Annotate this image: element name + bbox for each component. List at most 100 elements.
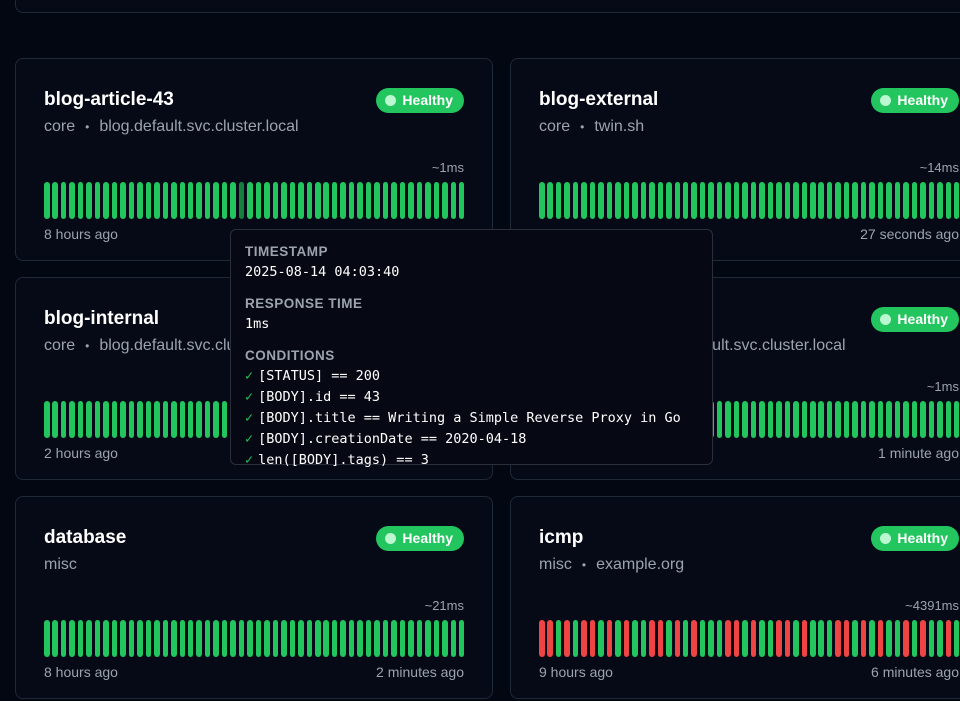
status-bar[interactable] (77, 401, 84, 438)
status-bar[interactable] (886, 401, 892, 438)
status-bar[interactable] (204, 182, 211, 219)
status-bar[interactable] (145, 401, 152, 438)
status-bar[interactable] (120, 182, 126, 219)
status-bar[interactable] (145, 182, 152, 219)
status-bar[interactable] (365, 182, 372, 219)
status-bar[interactable] (179, 401, 185, 438)
status-bar[interactable] (281, 182, 287, 219)
status-bar[interactable] (255, 182, 262, 219)
status-bar[interactable] (374, 182, 380, 219)
endpoint-card[interactable]: blog-external core • twin.sh Healthy ~14ms 27 … (510, 58, 960, 261)
status-bar[interactable] (171, 182, 177, 219)
status-bar[interactable] (640, 620, 647, 657)
status-bar[interactable] (298, 620, 304, 657)
status-bar[interactable] (826, 182, 833, 219)
status-bar[interactable] (716, 401, 723, 438)
status-bar[interactable] (810, 182, 816, 219)
status-bar[interactable] (776, 182, 782, 219)
status-bar[interactable] (928, 620, 935, 657)
status-bar[interactable] (137, 620, 143, 657)
status-bar[interactable] (801, 620, 808, 657)
status-bar[interactable] (94, 620, 101, 657)
status-bar[interactable] (52, 401, 58, 438)
status-bar[interactable] (187, 182, 194, 219)
status-bar[interactable] (120, 620, 126, 657)
status-bar[interactable] (953, 401, 960, 438)
status-bar[interactable] (784, 401, 791, 438)
status-bar[interactable] (128, 182, 135, 219)
status-bar[interactable] (750, 401, 757, 438)
status-bar[interactable] (877, 620, 884, 657)
status-bar[interactable] (733, 620, 740, 657)
status-bar[interactable] (171, 620, 177, 657)
status-bar[interactable] (725, 182, 731, 219)
status-bar[interactable] (674, 620, 680, 657)
status-bar[interactable] (120, 401, 126, 438)
status-bar[interactable] (391, 620, 397, 657)
status-bar[interactable] (374, 620, 380, 657)
status-bar[interactable] (128, 401, 135, 438)
status-bar[interactable] (315, 620, 321, 657)
status-bar[interactable] (750, 620, 757, 657)
status-bar[interactable] (776, 620, 782, 657)
status-bar[interactable] (547, 620, 553, 657)
status-bar[interactable] (86, 620, 92, 657)
status-bar[interactable] (539, 182, 545, 219)
status-bar[interactable] (733, 401, 740, 438)
status-bar[interactable] (77, 182, 84, 219)
status-bar[interactable] (145, 620, 152, 657)
status-bar[interactable] (632, 182, 638, 219)
status-bar[interactable] (826, 620, 833, 657)
status-bar[interactable] (111, 401, 118, 438)
status-bar[interactable] (852, 401, 858, 438)
status-bar[interactable] (408, 620, 414, 657)
status-bar[interactable] (187, 401, 194, 438)
status-bar[interactable] (572, 620, 579, 657)
status-bar[interactable] (238, 182, 245, 219)
status-bar[interactable] (869, 182, 875, 219)
status-bar[interactable] (937, 182, 943, 219)
status-bar[interactable] (835, 620, 841, 657)
status-bar[interactable] (581, 182, 587, 219)
status-bar[interactable] (103, 182, 109, 219)
status-bar[interactable] (826, 401, 833, 438)
status-bar[interactable] (801, 401, 808, 438)
status-bar[interactable] (903, 182, 909, 219)
status-bar[interactable] (555, 620, 562, 657)
status-bar[interactable] (442, 182, 448, 219)
status-bar[interactable] (137, 401, 143, 438)
status-bar[interactable] (793, 401, 799, 438)
status-bar[interactable] (238, 620, 245, 657)
status-bar[interactable] (450, 182, 456, 219)
status-bar[interactable] (877, 182, 884, 219)
status-bar[interactable] (606, 620, 613, 657)
status-bar[interactable] (810, 401, 816, 438)
status-bar[interactable] (742, 620, 748, 657)
status-bar[interactable] (793, 620, 799, 657)
status-bar[interactable] (903, 401, 909, 438)
status-bar[interactable] (860, 182, 867, 219)
status-bar[interactable] (852, 620, 858, 657)
status-bar[interactable] (945, 401, 951, 438)
status-bar[interactable] (852, 182, 858, 219)
status-bar[interactable] (331, 182, 338, 219)
status-bar[interactable] (716, 620, 723, 657)
status-bar[interactable] (69, 401, 75, 438)
status-bar[interactable] (691, 182, 697, 219)
status-bar[interactable] (425, 182, 431, 219)
status-bar[interactable] (60, 401, 67, 438)
status-bar[interactable] (903, 620, 909, 657)
status-bar[interactable] (162, 401, 169, 438)
status-bar[interactable] (953, 620, 960, 657)
status-bar[interactable] (953, 182, 960, 219)
status-bar[interactable] (666, 182, 672, 219)
status-bar[interactable] (699, 182, 706, 219)
status-bar[interactable] (204, 620, 211, 657)
status-bar[interactable] (742, 401, 748, 438)
status-bar[interactable] (357, 182, 363, 219)
status-bar[interactable] (682, 620, 689, 657)
status-bar[interactable] (196, 620, 202, 657)
status-bar[interactable] (657, 620, 664, 657)
status-bar[interactable] (103, 620, 109, 657)
status-bar[interactable] (391, 182, 397, 219)
